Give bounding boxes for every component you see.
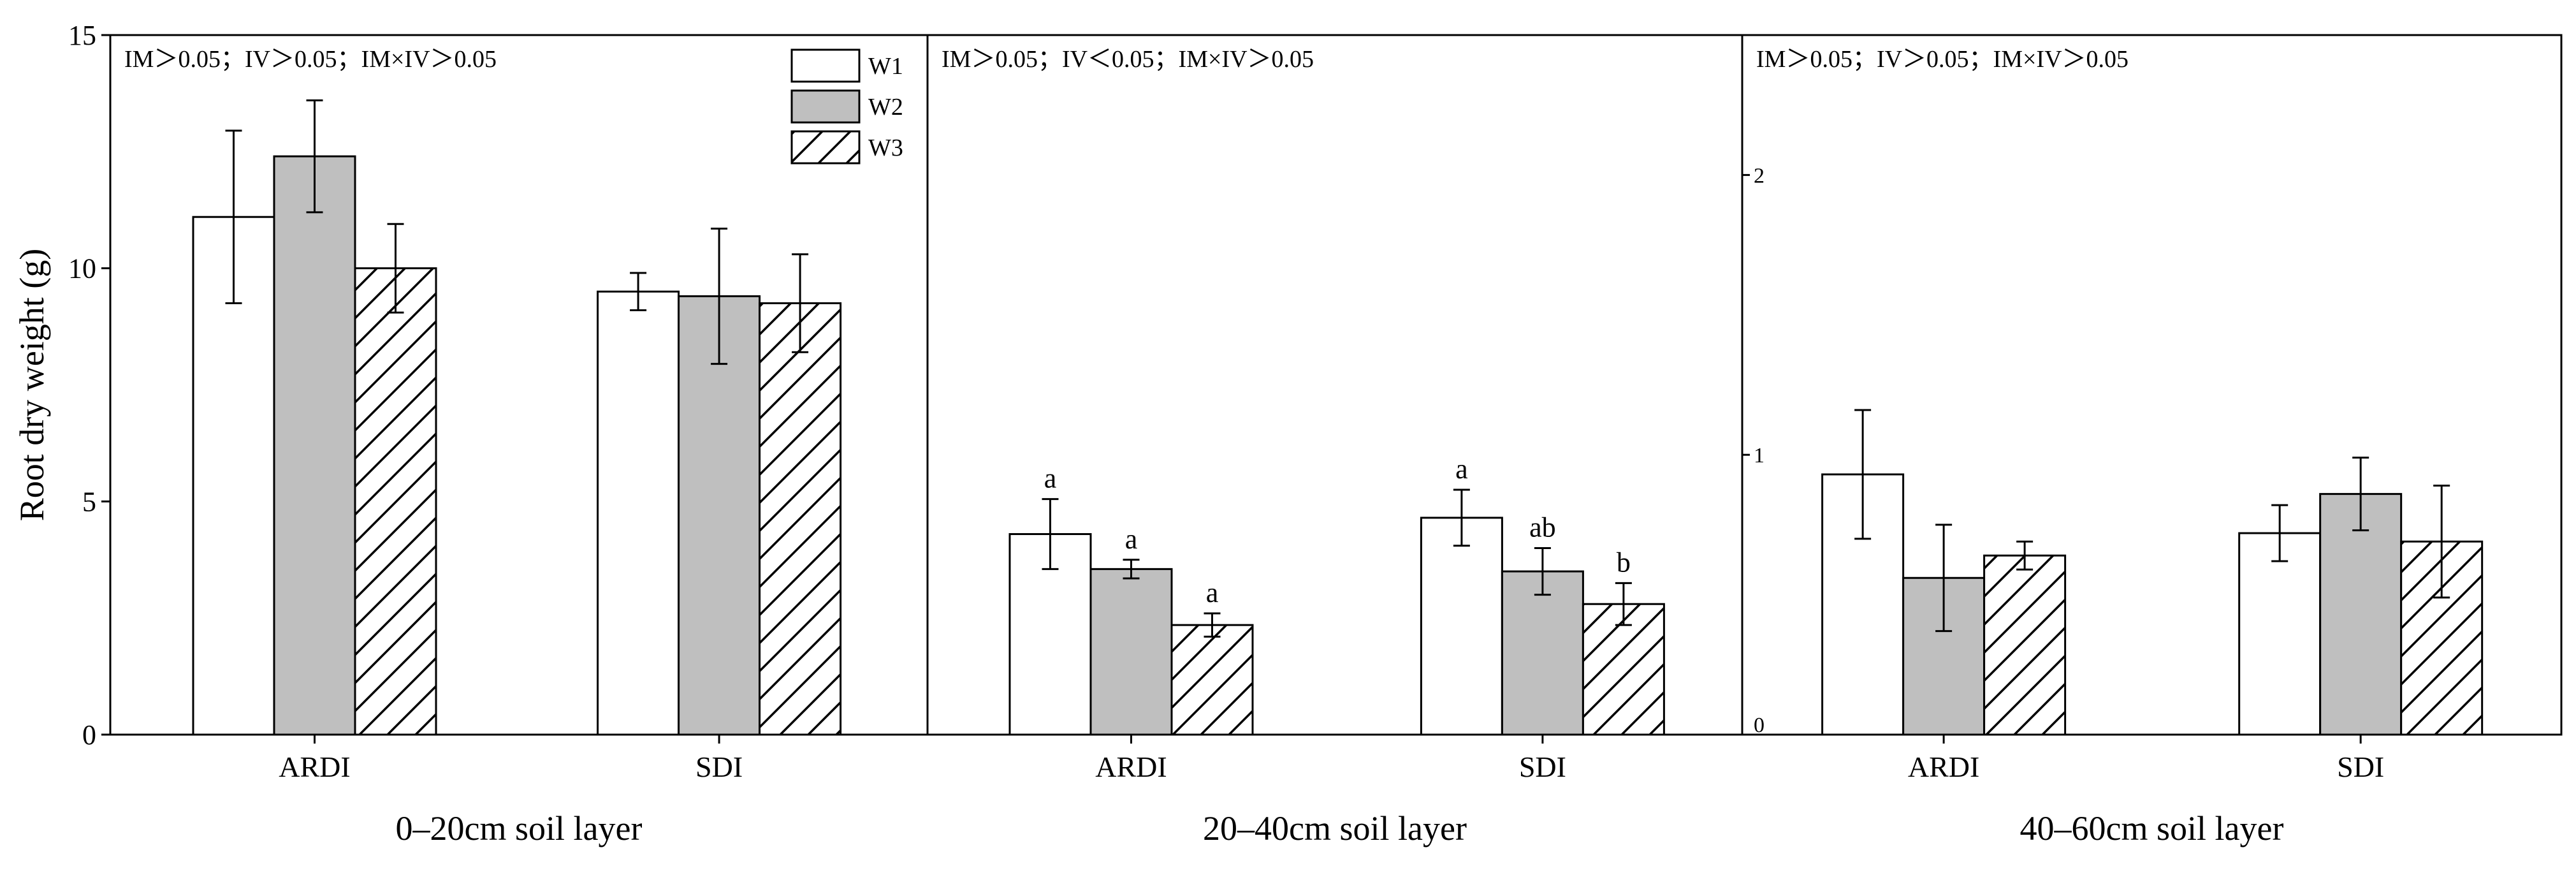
bar-w2-ardi — [1089, 568, 1173, 736]
plot-border — [109, 34, 2563, 736]
bar-w3-ardi — [1170, 624, 1254, 736]
significance-letter: a — [1044, 463, 1057, 494]
bar-w2-ardi — [273, 155, 356, 736]
significance-annotation: IM＞0.05；IV＞0.05；IM×IV＞0.05 — [1756, 46, 2128, 73]
significance-annotation: IM＞0.05；IV＜0.05；IM×IV＞0.05 — [942, 46, 1314, 73]
panel-title: 40–60cm soil layer — [2020, 809, 2284, 847]
x-tick-label-sdi: SDI — [695, 751, 743, 783]
x-tick-label-sdi: SDI — [1519, 751, 1566, 783]
x-tick-label-sdi: SDI — [2337, 751, 2384, 783]
legend-label-w3: W3 — [868, 135, 903, 161]
y-tick-label: 1 — [1754, 444, 1765, 467]
x-tick-label-ardi: ARDI — [1095, 751, 1167, 783]
bar-w3-ardi — [354, 267, 437, 736]
bar-w1-sdi — [1420, 517, 1503, 736]
bars-layer — [192, 99, 2484, 736]
bar-w2-sdi — [2319, 493, 2403, 736]
x-tick-label-ardi: ARDI — [279, 751, 350, 783]
significance-annotation: IM＞0.05；IV＞0.05；IM×IV＞0.05 — [124, 46, 497, 73]
significance-letter: a — [1125, 524, 1138, 555]
y-tick-label: 5 — [82, 486, 96, 517]
bar-w1-sdi — [597, 290, 680, 736]
y-tick-label: 10 — [68, 253, 96, 284]
panel-title: 0–20cm soil layer — [396, 809, 643, 847]
significance-letter: a — [1206, 577, 1219, 608]
bar-w3-ardi — [1983, 554, 2067, 736]
y-axis-title: Root dry weight (g) — [13, 249, 51, 521]
legend-label-w1: W1 — [868, 53, 903, 80]
bar-w3-sdi — [759, 302, 842, 736]
x-tick-label-ardi: ARDI — [1908, 751, 1979, 783]
legend-swatch-w1 — [790, 48, 861, 83]
plot-frame-layer — [101, 34, 2563, 744]
y-tick-label: 0 — [82, 719, 96, 751]
y-tick-label: 0 — [1754, 714, 1765, 737]
significance-letter: ab — [1529, 511, 1556, 543]
y-tick-label: 15 — [68, 20, 96, 51]
significance-letter: a — [1455, 453, 1468, 485]
legend-label-w2: W2 — [868, 94, 903, 121]
legend-swatch-w2 — [790, 89, 861, 124]
significance-letter: b — [1617, 547, 1631, 578]
legend-swatch-w3 — [790, 130, 861, 165]
panel-title: 20–40cm soil layer — [1203, 809, 1467, 847]
bar-w1-sdi — [2238, 532, 2322, 736]
y-tick-label: 2 — [1754, 164, 1765, 187]
bar-w2-sdi — [678, 295, 761, 736]
bar-w2-sdi — [1501, 570, 1584, 736]
